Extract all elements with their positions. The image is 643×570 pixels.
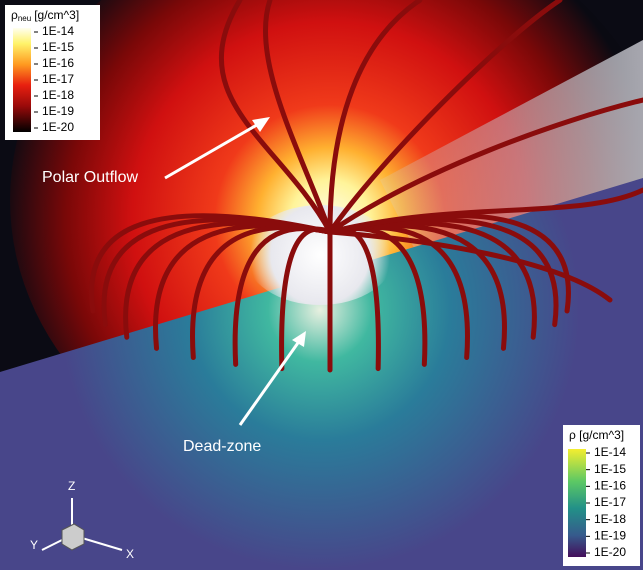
colorbar-gradient [13, 28, 31, 132]
field-lines [89, 0, 643, 373]
field-line [218, 0, 333, 235]
arrow [164, 120, 263, 180]
colorbar-title: ρneu [g/cm^3] [11, 8, 79, 23]
colorbar-tick-label: 1E-18 [42, 88, 74, 102]
colorbar-tick-label: 1E-15 [42, 40, 74, 54]
field-line [232, 226, 333, 367]
colorbar-tick-label: 1E-15 [594, 462, 626, 476]
field-line [327, 187, 643, 235]
colorbar-tick-label: 1E-16 [594, 479, 626, 493]
arrow [238, 339, 302, 426]
colorbar-tick-label: 1E-20 [42, 120, 74, 134]
field-line [327, 97, 643, 235]
colorbar-gradient [568, 449, 586, 557]
arrow-head [292, 331, 306, 347]
axis-label: X [126, 547, 134, 561]
colorbar: ρneu [g/cm^3] 1E-14 1E-15 1E-16 1E-17 1E-18 1E… [5, 5, 100, 140]
colorbar-tick-label: 1E-14 [594, 445, 626, 459]
plasma-plane [0, 178, 643, 570]
annotation: Polar Outflow [42, 169, 138, 186]
colorbar-tick-label: 1E-14 [42, 24, 74, 38]
axis-label: Y [30, 538, 38, 552]
field-line [279, 226, 333, 372]
arrow-head [252, 117, 270, 132]
colorbar-title: ρ [g/cm^3] [569, 428, 624, 442]
colorbar-tick-label: 1E-19 [42, 104, 74, 118]
colorbar: ρ [g/cm^3] 1E-14 1E-15 1E-16 1E-17 1E-18 1E-1… [563, 425, 640, 566]
field-line [327, 229, 613, 303]
field-line [327, 0, 563, 235]
axis-label: Z [68, 479, 75, 493]
colorbar-tick-label: 1E-17 [594, 495, 626, 509]
colorbar-tick-label: 1E-17 [42, 72, 74, 86]
colorbar-tick-label: 1E-19 [594, 529, 626, 543]
colorbar-tick-label: 1E-18 [594, 512, 626, 526]
field-line [327, 0, 423, 235]
colorbar-tick-label: 1E-20 [594, 545, 626, 559]
field-line [263, 0, 333, 235]
colorbar-tick-label: 1E-16 [42, 56, 74, 70]
axis-triad: Z Y X [30, 479, 134, 561]
cube [61, 523, 85, 551]
annotation: Dead-zone [183, 438, 261, 455]
